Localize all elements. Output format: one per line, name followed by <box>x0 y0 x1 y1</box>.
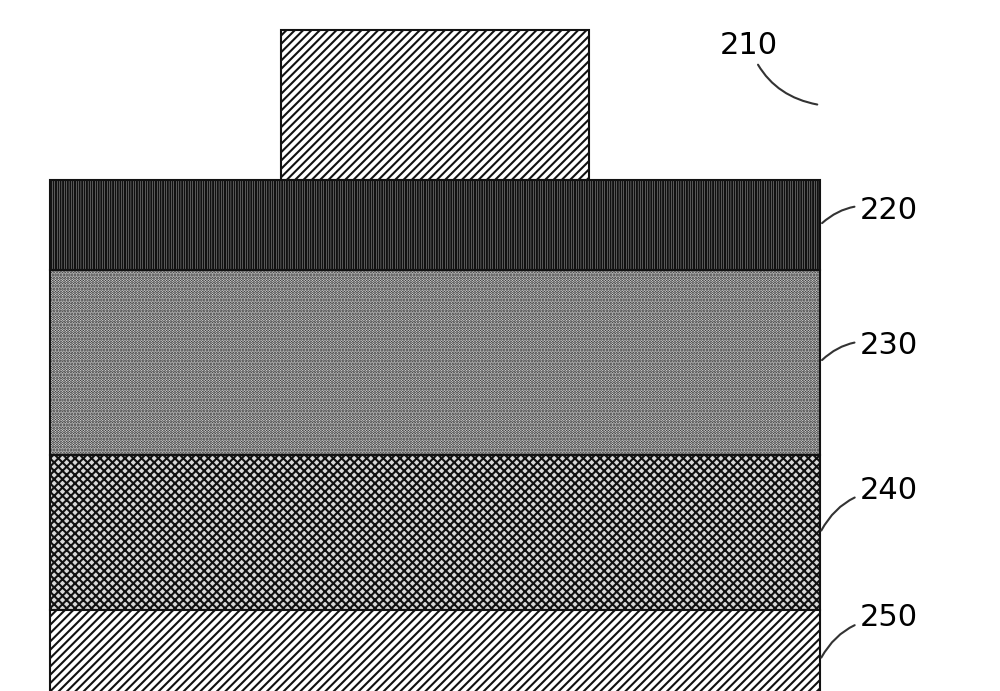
Text: 220: 220 <box>822 196 918 225</box>
Bar <box>281 30 589 180</box>
Bar <box>50 270 820 455</box>
Text: 250: 250 <box>821 603 918 658</box>
Text: 210: 210 <box>720 30 817 104</box>
Text: 240: 240 <box>821 475 918 531</box>
Bar <box>50 180 820 270</box>
Bar <box>50 455 820 610</box>
Bar <box>50 610 820 691</box>
Text: 230: 230 <box>822 330 918 360</box>
